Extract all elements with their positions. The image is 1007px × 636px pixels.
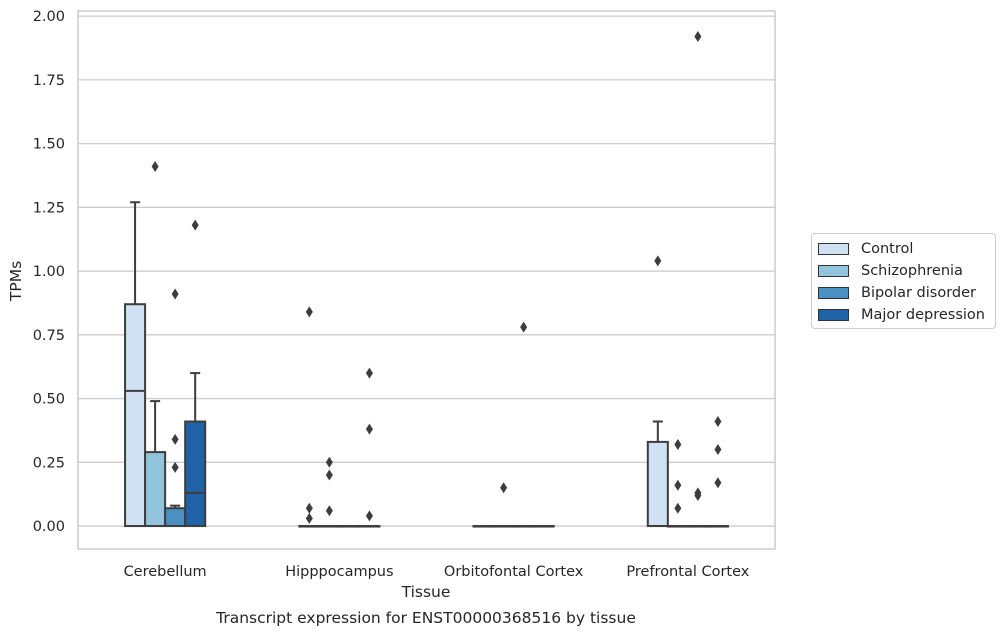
outlier-point	[365, 510, 373, 522]
y-tick-labels: 0.00 0.25 0.50 0.75 1.00 1.25 1.50 1.75 2.00	[33, 9, 65, 535]
legend-item: Schizophrenia	[818, 260, 995, 282]
outlier-point	[520, 321, 528, 333]
box	[184, 420, 207, 528]
box-group	[686, 30, 709, 528]
outlier-point	[694, 30, 702, 42]
outlier-point	[365, 423, 373, 435]
legend-label: Control	[861, 241, 914, 257]
chart-title: Transcript expression for ENST0000036851…	[215, 609, 636, 627]
box-group	[472, 525, 495, 528]
outlier-point	[305, 502, 313, 514]
outlier-point	[325, 469, 333, 481]
box-group	[666, 438, 689, 528]
outlier-point	[365, 367, 373, 379]
outlier-point	[171, 288, 179, 300]
y-tick-label: 0.50	[33, 392, 65, 408]
y-tick-label: 0.75	[33, 328, 65, 344]
outlier-point	[171, 461, 179, 473]
outlier-point	[191, 219, 199, 231]
y-gridlines	[78, 15, 775, 527]
outlier-point	[714, 477, 722, 489]
series-control	[124, 201, 669, 528]
y-tick-label: 1.25	[33, 200, 65, 216]
outlier-point	[325, 456, 333, 468]
outlier-point	[694, 489, 702, 501]
box-group	[184, 219, 207, 528]
box-group	[706, 416, 729, 528]
y-tick-label: 2.00	[33, 9, 65, 25]
box-group	[532, 525, 555, 528]
outlier-point	[305, 512, 313, 524]
outlier-point	[674, 502, 682, 514]
box-group	[338, 525, 361, 528]
box-group	[512, 321, 535, 528]
box	[144, 451, 167, 528]
y-tick-label: 1.00	[33, 264, 65, 280]
outlier-point	[151, 161, 159, 173]
box	[124, 303, 147, 528]
legend-item: Control	[818, 238, 995, 260]
outlier-point	[714, 416, 722, 428]
outlier-point	[714, 444, 722, 456]
legend-swatch	[818, 243, 849, 255]
outlier-point	[171, 433, 179, 445]
legend-item: Bipolar disorder	[818, 282, 995, 304]
box-group	[492, 482, 515, 528]
box-group	[646, 255, 669, 528]
x-tick-label: Cerebellum	[124, 564, 207, 580]
legend-label: Schizophrenia	[861, 263, 963, 279]
box-group	[164, 288, 187, 528]
box-group	[144, 161, 167, 528]
y-tick-label: 0.00	[33, 519, 65, 535]
box-group	[124, 201, 147, 528]
x-tick-label: Orbitofontal Cortex	[444, 564, 584, 580]
box-group	[358, 367, 381, 528]
x-tick-label: Prefrontal Cortex	[626, 564, 749, 580]
series-major-depression	[184, 219, 729, 528]
outlier-point	[654, 255, 662, 267]
series-schizophrenia	[144, 161, 689, 528]
outlier-point	[674, 438, 682, 450]
plot-frame	[77, 10, 776, 550]
x-tick-labels: Cerebellum Hipppocampus Orbitofontal Corte…	[124, 564, 750, 580]
box	[164, 507, 187, 528]
box	[646, 440, 669, 528]
y-tick-label: 1.50	[33, 137, 65, 153]
box-group	[318, 456, 341, 528]
outlier-point	[674, 479, 682, 491]
y-tick-label: 1.75	[33, 73, 65, 89]
y-tick-label: 0.25	[33, 455, 65, 471]
x-tick-label: Hipppocampus	[285, 564, 393, 580]
legend: Control Schizophrenia Bipolar disorder Majo…	[811, 233, 996, 329]
series-bipolar-disorder	[164, 30, 709, 528]
legend-swatch	[818, 287, 849, 299]
legend-item: Major depression	[818, 304, 995, 326]
box-series	[124, 30, 729, 528]
outlier-point	[325, 505, 333, 517]
legend-swatch	[818, 309, 849, 321]
legend-label: Major depression	[861, 307, 985, 323]
legend-swatch	[818, 265, 849, 277]
y-axis-title: TPMs	[7, 261, 25, 302]
outlier-point	[500, 482, 508, 494]
legend-label: Bipolar disorder	[861, 285, 976, 301]
box-group	[298, 306, 321, 528]
x-axis-title: Tissue	[401, 583, 451, 601]
outlier-point	[305, 306, 313, 318]
